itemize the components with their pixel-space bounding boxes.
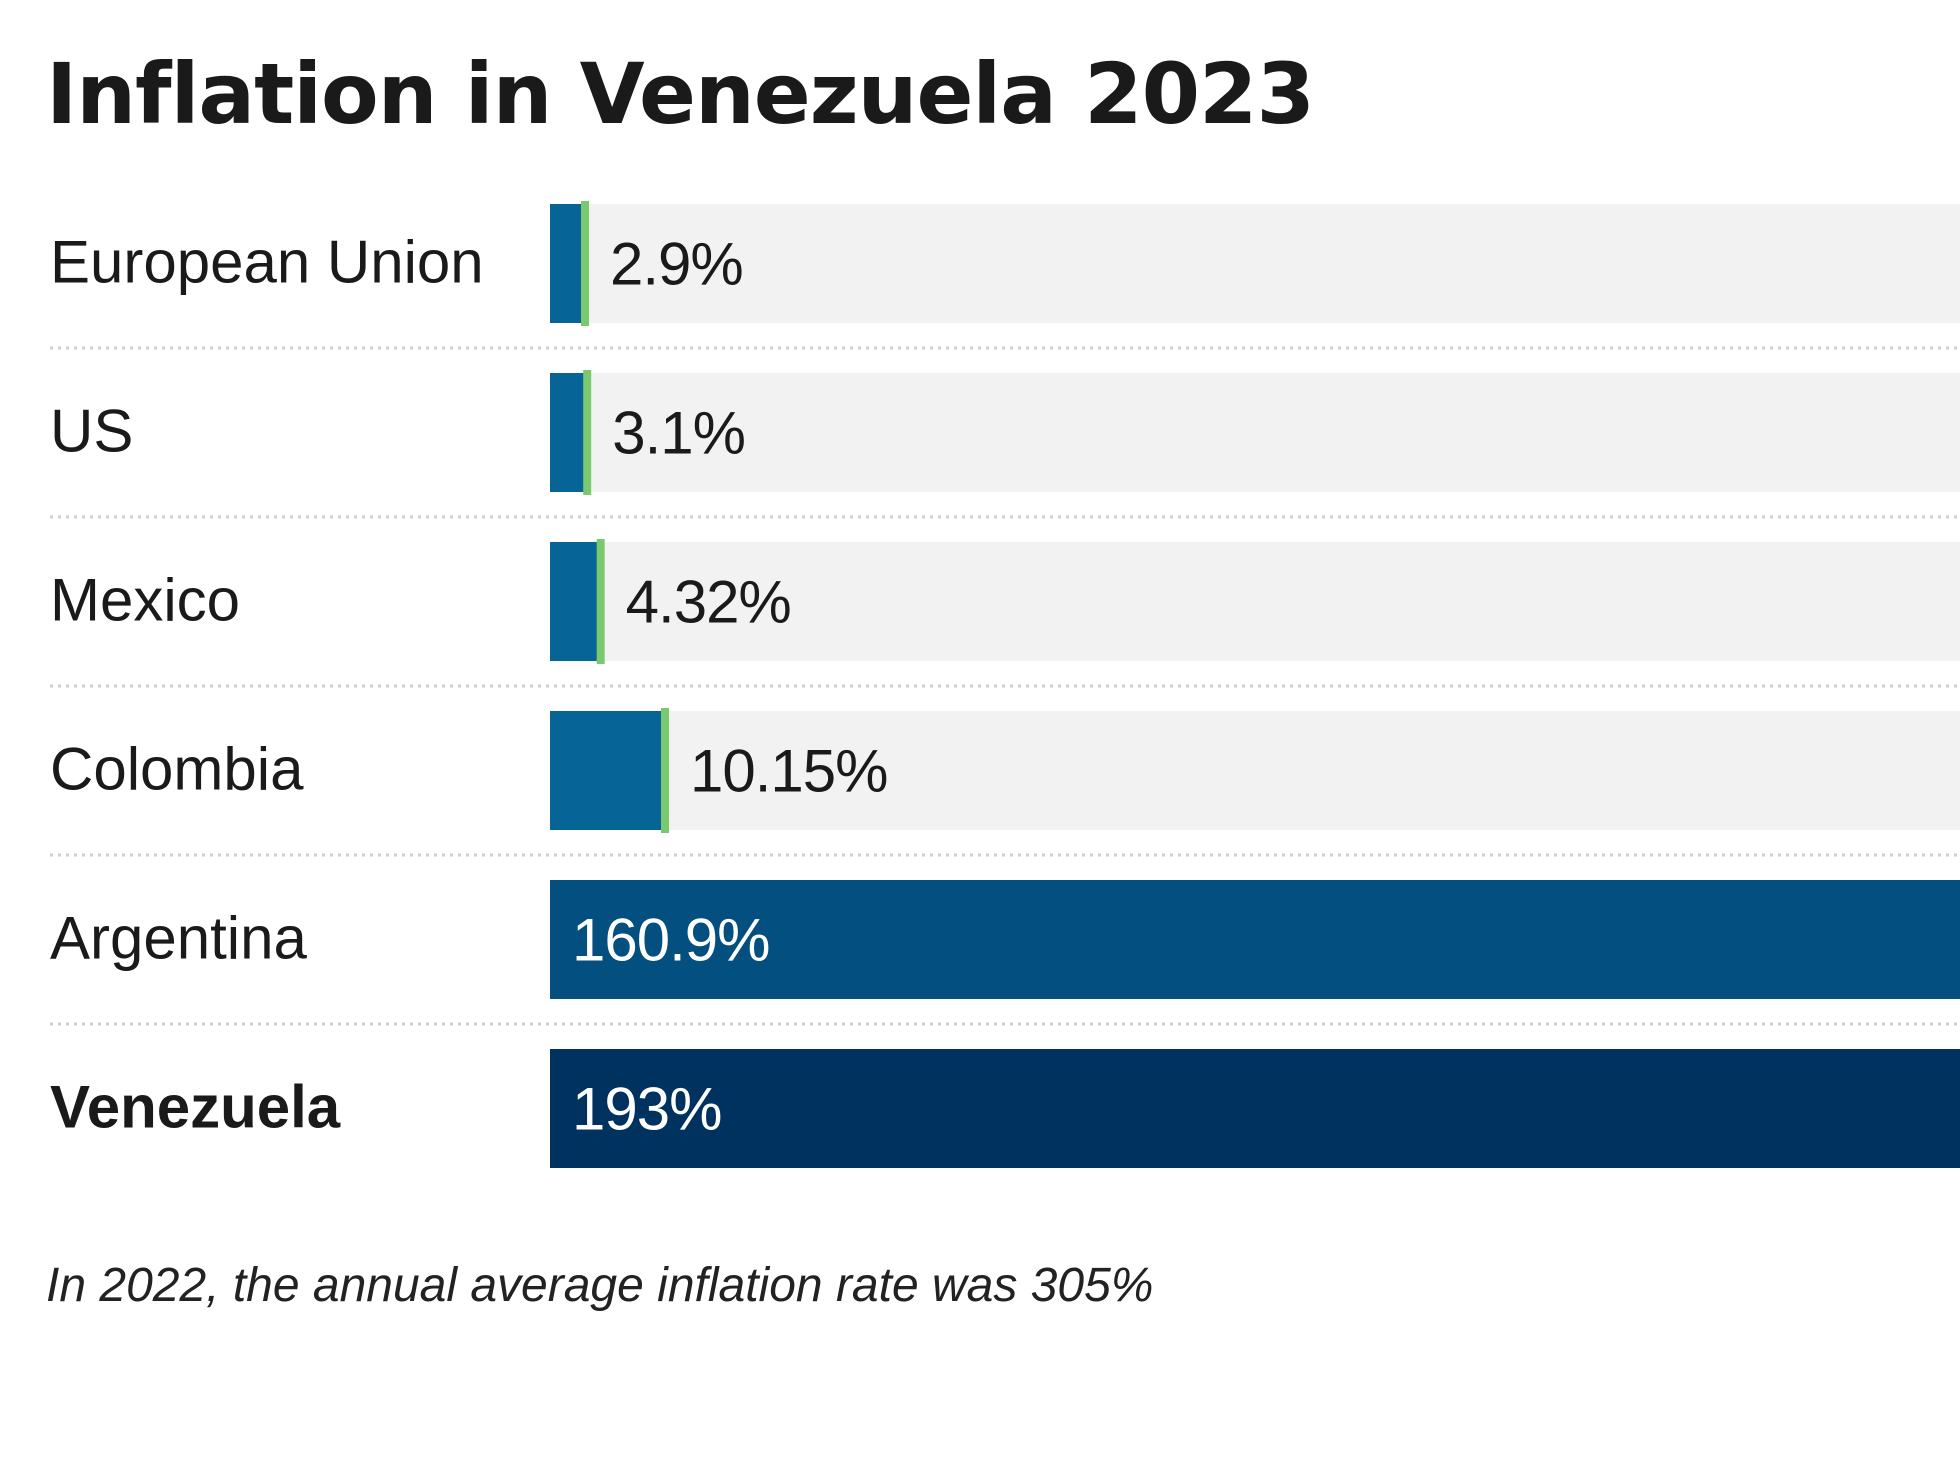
bar-colombia <box>550 711 662 830</box>
bar-marker-mexico <box>596 539 605 664</box>
value-label-colombia: 10.15% <box>690 738 888 805</box>
bar-mexico <box>550 542 598 661</box>
value-label-us: 3.1% <box>612 400 745 467</box>
value-label-venezuela: 193% <box>572 1076 721 1143</box>
category-label-mexico: Mexico <box>50 567 240 634</box>
value-label-argentina: 160.9% <box>572 907 770 974</box>
bar-track-colombia <box>550 711 1960 830</box>
chart-caption: In 2022, the annual average inflation ra… <box>46 1259 1154 1312</box>
category-label-colombia: Colombia <box>50 736 304 803</box>
bar-venezuela <box>550 1049 1960 1168</box>
category-label-argentina: Argentina <box>50 905 307 972</box>
category-label-us: US <box>50 398 133 465</box>
category-label-venezuela: Venezuela <box>50 1074 341 1141</box>
value-label-european-union: 2.9% <box>610 231 743 298</box>
bar-track-european-union <box>550 204 1960 323</box>
bar-us <box>550 373 585 492</box>
chart-title: Inflation in Venezuela 2023 <box>46 45 1315 143</box>
bar-track-us <box>550 373 1960 492</box>
value-label-mexico: 4.32% <box>626 569 791 636</box>
bar-marker-european-union <box>581 201 589 326</box>
bar-track-mexico <box>550 542 1960 661</box>
category-label-european-union: European Union <box>50 229 484 296</box>
bar-argentina <box>550 880 1960 999</box>
bar-marker-us <box>583 370 592 495</box>
bar-marker-colombia <box>661 708 669 833</box>
bar-european-union <box>550 204 582 323</box>
